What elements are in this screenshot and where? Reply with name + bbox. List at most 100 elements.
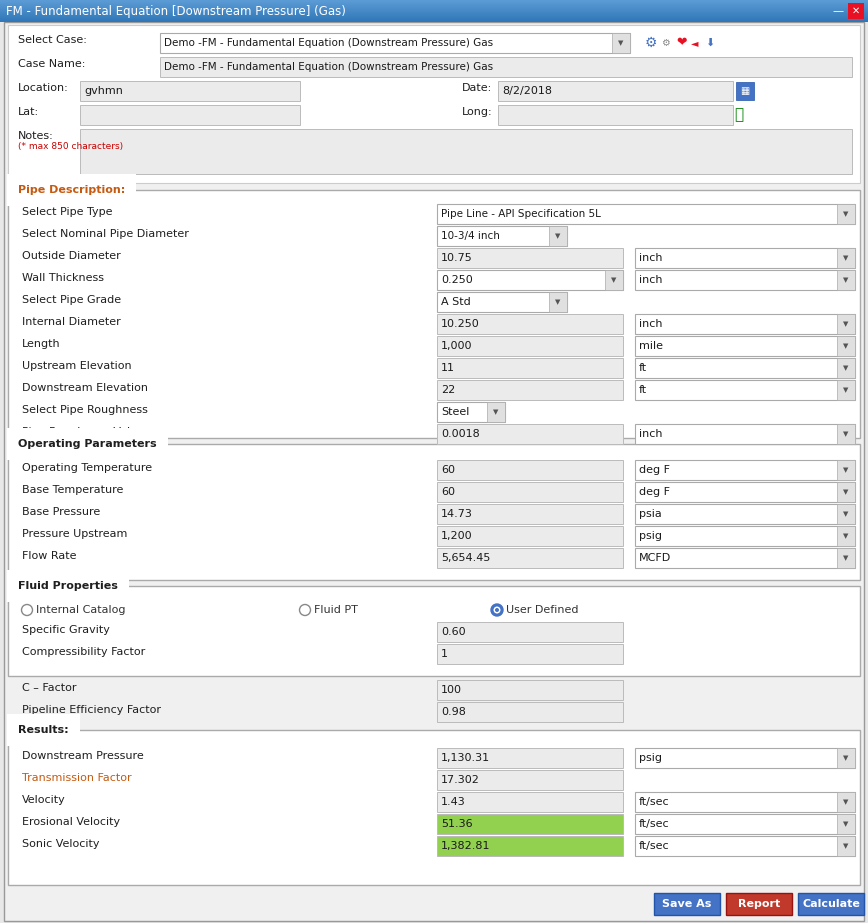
Bar: [0, 21, 868, 22]
Text: Downstream Pressure: Downstream Pressure: [22, 751, 144, 761]
Bar: [437, 380, 623, 400]
Text: ⚙: ⚙: [645, 36, 657, 50]
Text: 100: 100: [441, 685, 462, 695]
Text: 0.250: 0.250: [441, 275, 473, 285]
Bar: [498, 81, 733, 101]
Text: 0.60: 0.60: [441, 627, 465, 637]
Bar: [437, 270, 623, 290]
Text: 1,382.81: 1,382.81: [441, 841, 490, 851]
Bar: [160, 33, 630, 53]
Text: 1,200: 1,200: [441, 531, 472, 541]
Text: 1,000: 1,000: [441, 341, 472, 351]
Text: 8/2/2018: 8/2/2018: [502, 86, 552, 96]
Circle shape: [494, 606, 501, 614]
Bar: [437, 482, 623, 502]
Text: Pipe Description:: Pipe Description:: [18, 185, 125, 195]
Bar: [0, 5, 868, 6]
Text: Calculate: Calculate: [802, 899, 860, 909]
Text: Wall Thickness: Wall Thickness: [22, 273, 104, 283]
Text: Demo -FM - Fundamental Equation (Downstream Pressure) Gas: Demo -FM - Fundamental Equation (Downstr…: [164, 62, 493, 72]
Text: Operating Parameters: Operating Parameters: [18, 439, 156, 449]
Text: gvhmn: gvhmn: [84, 86, 123, 96]
Text: 17.302: 17.302: [441, 775, 480, 785]
Text: Sonic Velocity: Sonic Velocity: [22, 839, 100, 849]
Text: ▼: ▼: [844, 365, 849, 371]
Bar: [635, 836, 855, 856]
Bar: [837, 548, 855, 568]
Bar: [0, 3, 868, 4]
Text: 0.0018: 0.0018: [441, 429, 480, 439]
Text: ▼: ▼: [844, 255, 849, 261]
Text: ▼: ▼: [844, 489, 849, 495]
Text: Base Pressure: Base Pressure: [22, 507, 100, 517]
Bar: [635, 270, 855, 290]
Text: 60: 60: [441, 465, 455, 475]
Text: Case Name:: Case Name:: [18, 59, 85, 69]
Bar: [437, 292, 567, 312]
Bar: [0, 15, 868, 16]
Bar: [487, 402, 505, 422]
Bar: [437, 548, 623, 568]
Bar: [837, 748, 855, 768]
Text: Location:: Location:: [18, 83, 69, 93]
Bar: [837, 424, 855, 444]
Text: psig: psig: [639, 753, 662, 763]
Text: mile: mile: [639, 341, 663, 351]
Text: Results:: Results:: [18, 725, 69, 735]
Text: inch: inch: [639, 429, 662, 439]
Bar: [0, 8, 868, 9]
Circle shape: [22, 605, 32, 616]
Text: Fluid PT: Fluid PT: [314, 605, 358, 615]
Text: inch: inch: [639, 253, 662, 263]
Bar: [837, 482, 855, 502]
Text: (* max 850 characters): (* max 850 characters): [18, 142, 123, 151]
Text: A Std: A Std: [441, 297, 470, 307]
Bar: [726, 893, 792, 915]
Text: deg F: deg F: [639, 487, 670, 497]
Bar: [437, 402, 505, 422]
Bar: [437, 814, 623, 834]
Text: Report: Report: [738, 899, 780, 909]
Text: ⚙: ⚙: [661, 38, 670, 48]
Bar: [437, 680, 623, 700]
Text: Demo -FM - Fundamental Equation (Downstream Pressure) Gas: Demo -FM - Fundamental Equation (Downstr…: [164, 38, 493, 48]
Bar: [8, 190, 860, 438]
Bar: [837, 526, 855, 546]
Bar: [0, 11, 868, 12]
Text: ▦: ▦: [740, 86, 750, 96]
Bar: [605, 270, 623, 290]
Text: ft: ft: [639, 385, 648, 395]
Bar: [0, 0, 868, 1]
Bar: [437, 248, 623, 268]
Text: Velocity: Velocity: [22, 795, 66, 805]
Bar: [437, 526, 623, 546]
Circle shape: [491, 604, 503, 616]
Bar: [837, 248, 855, 268]
Bar: [0, 20, 868, 21]
Text: Pipeline Efficiency Factor: Pipeline Efficiency Factor: [22, 705, 161, 715]
Bar: [837, 814, 855, 834]
Text: Select Pipe Roughness: Select Pipe Roughness: [22, 405, 148, 415]
Bar: [437, 702, 623, 722]
Text: ▼: ▼: [844, 343, 849, 349]
Text: ⬇: ⬇: [705, 38, 714, 48]
Text: Save As: Save As: [662, 899, 712, 909]
Text: Long:: Long:: [462, 107, 493, 117]
Bar: [837, 270, 855, 290]
Text: ▼: ▼: [844, 387, 849, 393]
Bar: [0, 4, 868, 5]
Text: ▼: ▼: [844, 467, 849, 473]
Text: inch: inch: [639, 319, 662, 329]
Text: 10.250: 10.250: [441, 319, 480, 329]
Text: FM - Fundamental Equation [Downstream Pressure] (Gas): FM - Fundamental Equation [Downstream Pr…: [6, 5, 345, 18]
Bar: [0, 13, 868, 14]
Bar: [654, 893, 720, 915]
Text: Pressure Upstream: Pressure Upstream: [22, 529, 128, 539]
Text: 1.43: 1.43: [441, 797, 466, 807]
Bar: [635, 336, 855, 356]
Bar: [437, 226, 567, 246]
Bar: [837, 460, 855, 480]
Bar: [798, 893, 864, 915]
Text: ▼: ▼: [844, 843, 849, 849]
Bar: [635, 748, 855, 768]
